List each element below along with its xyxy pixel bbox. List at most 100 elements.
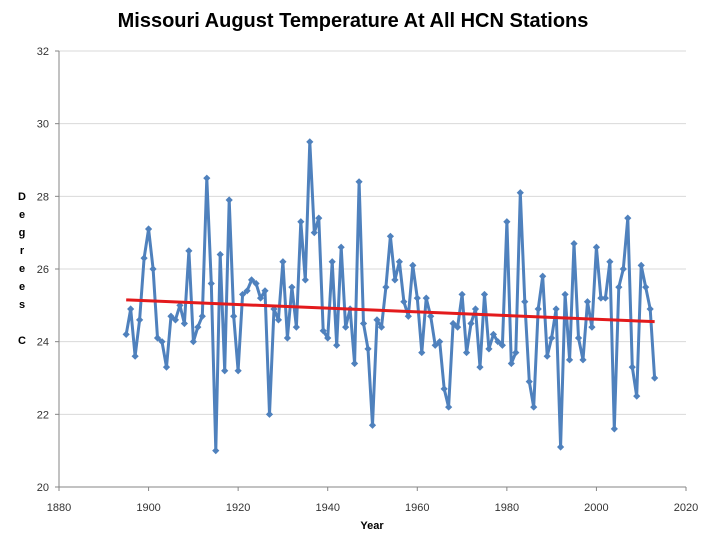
- series-line: [124, 140, 657, 453]
- data-point-1954: [386, 232, 395, 240]
- data-point-1989: [543, 352, 551, 360]
- data-point-1997: [579, 356, 587, 364]
- data-point-1949: [364, 345, 372, 353]
- data-point-1974: [476, 363, 484, 371]
- data-point-1910: [189, 338, 197, 346]
- data-point-1913: [203, 174, 211, 182]
- data-point-2009: [633, 392, 641, 400]
- x-tick-label-1940: 1940: [315, 502, 339, 514]
- data-point-1926: [261, 287, 269, 295]
- data-point-1966: [440, 385, 448, 393]
- data-point-1968: [449, 319, 457, 328]
- data-point-1923: [247, 276, 256, 284]
- data-point-1969: [453, 323, 462, 331]
- gridlines: [59, 50, 686, 415]
- y-tick-label-20: 20: [37, 482, 49, 494]
- data-point-2008: [628, 363, 636, 371]
- data-point-2003: [606, 258, 614, 266]
- x-tick-label-2000: 2000: [584, 502, 608, 514]
- y-axis-label-letter: s: [19, 299, 25, 311]
- data-point-2002: [601, 294, 609, 302]
- data-point-1990: [548, 334, 556, 342]
- data-point-1934: [297, 218, 305, 226]
- data-point-1967: [445, 403, 453, 411]
- data-point-1993: [561, 290, 569, 299]
- x-axis-label: Year: [360, 520, 384, 532]
- data-point-1936: [306, 138, 314, 146]
- data-point-1965: [436, 338, 444, 346]
- data-point-1940: [324, 334, 332, 342]
- data-point-1996: [574, 334, 583, 342]
- x-tick-label-1880: 1880: [47, 502, 71, 514]
- trend-line: [126, 298, 655, 324]
- data-point-1937: [310, 229, 318, 237]
- data-point-1959: [409, 261, 417, 269]
- data-point-1963: [427, 312, 435, 320]
- data-point-1941: [328, 258, 336, 266]
- data-point-1896: [127, 305, 135, 313]
- y-axis-label-letter: D: [18, 191, 26, 203]
- data-point-2011: [642, 283, 650, 291]
- x-tick-label-2020: 2020: [674, 502, 698, 514]
- data-point-1917: [221, 367, 229, 375]
- data-point-2012: [646, 305, 654, 313]
- data-point-2006: [619, 265, 627, 273]
- data-point-1978: [494, 338, 502, 346]
- data-point-1998: [583, 298, 592, 306]
- data-point-1999: [588, 323, 596, 331]
- data-point-1920: [234, 367, 242, 375]
- data-point-2000: [592, 243, 601, 251]
- data-point-1927: [265, 410, 274, 418]
- data-point-1977: [489, 330, 498, 338]
- data-point-1924: [252, 279, 260, 288]
- data-point-1942: [333, 341, 341, 349]
- data-point-1915: [212, 447, 220, 455]
- data-point-2013: [651, 374, 659, 382]
- data-point-1930: [279, 258, 287, 266]
- data-point-1922: [243, 287, 251, 295]
- data-point-1912: [198, 312, 206, 320]
- data-point-2001: [597, 294, 605, 302]
- data-point-1935: [301, 276, 309, 284]
- data-point-1951: [373, 316, 381, 324]
- data-point-1971: [462, 348, 471, 357]
- data-point-1952: [377, 323, 386, 331]
- data-point-1975: [480, 290, 489, 299]
- data-point-1995: [570, 239, 578, 248]
- data-point-1988: [539, 272, 547, 280]
- axes: [55, 50, 687, 491]
- data-point-2010: [637, 261, 645, 269]
- data-point-1992: [557, 443, 565, 451]
- y-axis-label-letter: C: [18, 335, 26, 347]
- data-point-1929: [274, 316, 283, 324]
- x-tick-label-1960: 1960: [405, 502, 429, 514]
- data-point-1905: [167, 312, 175, 320]
- data-point-1982: [512, 348, 520, 357]
- data-point-1918: [225, 196, 233, 204]
- data-point-1916: [216, 250, 224, 259]
- data-point-1901: [149, 265, 157, 273]
- data-point-1944: [342, 323, 350, 331]
- data-point-2004: [610, 425, 618, 433]
- y-tick-label-32: 32: [37, 46, 49, 58]
- data-point-1985: [525, 378, 533, 386]
- data-point-1994: [565, 356, 574, 364]
- data-point-1986: [530, 403, 538, 411]
- data-point-1933: [292, 323, 300, 331]
- data-point-2005: [615, 283, 623, 291]
- data-point-1955: [391, 276, 399, 284]
- data-point-1958: [404, 312, 412, 320]
- data-point-1960: [413, 294, 421, 302]
- data-point-1983: [516, 189, 524, 197]
- data-point-1943: [337, 243, 345, 251]
- chart-title: Missouri August Temperature At All HCN S…: [118, 10, 589, 32]
- y-axis-label-letter: g: [19, 227, 26, 239]
- data-point-1897: [131, 352, 139, 360]
- trend-line-segment: [126, 298, 655, 324]
- data-point-1904: [162, 363, 171, 371]
- data-point-1981: [507, 359, 515, 368]
- data-point-1950: [368, 421, 377, 429]
- data-point-1902: [153, 334, 162, 342]
